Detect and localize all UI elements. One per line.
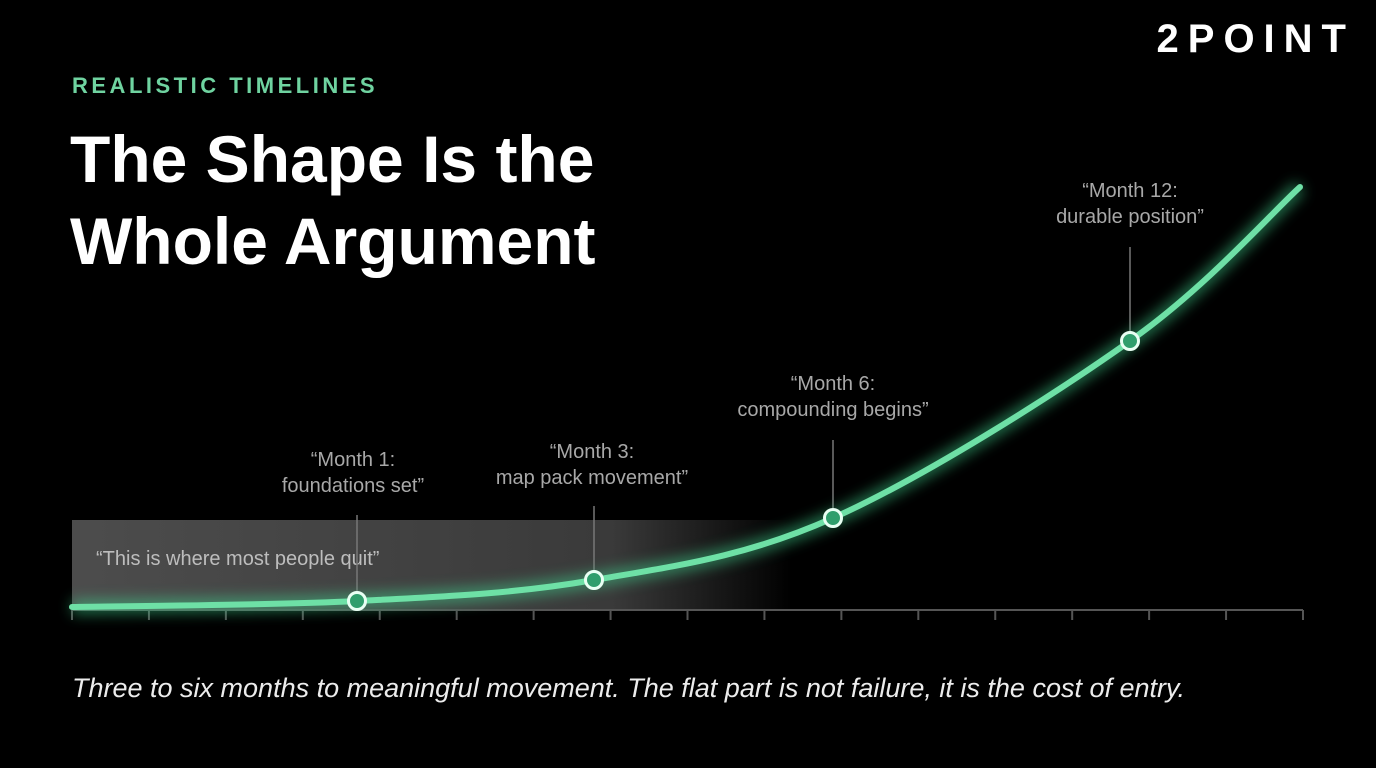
milestone-label: compounding begins” — [737, 399, 928, 421]
milestone-dots — [347, 331, 1140, 611]
title-line: Whole Argument — [70, 204, 596, 278]
milestone-dot — [1120, 331, 1140, 351]
title-line: The Shape Is the — [70, 122, 594, 196]
milestone-dot — [823, 508, 843, 528]
milestone-labels: “Month 1: foundations set” “Month 3: map pa… — [282, 180, 1204, 497]
brand-logo: 2POINT — [1157, 17, 1355, 61]
caption: Three to six months to meaningful moveme… — [72, 673, 1185, 703]
milestone-dot — [347, 591, 367, 611]
milestone-label: durable position” — [1056, 206, 1204, 228]
milestone-label: foundations set” — [282, 475, 424, 497]
eyebrow: REALISTIC TIMELINES — [72, 73, 378, 98]
milestone-label: map pack movement” — [496, 467, 688, 489]
quit-zone-label: “This is where most people quit” — [96, 548, 379, 570]
milestone-label: “Month 12: — [1082, 180, 1178, 202]
milestone-dot — [584, 570, 604, 590]
milestone-label: “Month 3: — [550, 441, 634, 463]
leader-lines — [356, 247, 1131, 591]
growth-curve — [69, 184, 1303, 610]
milestone-label: “Month 1: — [311, 449, 395, 471]
milestone-label: “Month 6: — [791, 373, 875, 395]
